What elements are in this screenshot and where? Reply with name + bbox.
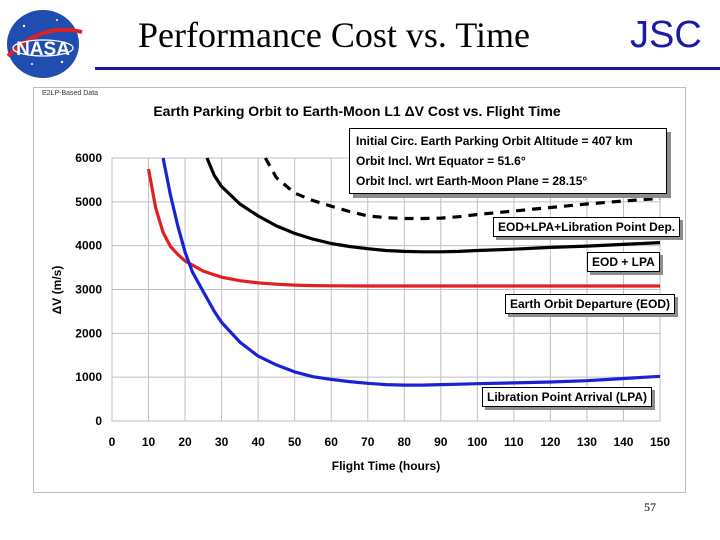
parameter-altitude: Initial Circ. Earth Parking Orbit Altitu… xyxy=(356,134,633,148)
x-axis-label: Flight Time (hours) xyxy=(332,459,440,473)
x-tick-label: 50 xyxy=(288,435,302,449)
y-tick-label: 0 xyxy=(95,414,102,428)
x-tick-label: 120 xyxy=(540,435,560,449)
x-tick-label: 110 xyxy=(504,435,524,449)
logo-text: NASA xyxy=(16,39,70,60)
x-tick-label: 80 xyxy=(398,435,412,449)
x-tick-label: 140 xyxy=(613,435,633,449)
y-axis-label: ΔV (m/s) xyxy=(50,266,64,315)
nasa-logo: NASA xyxy=(6,10,83,78)
title-rule xyxy=(95,67,720,70)
series-label-eod: Earth Orbit Departure (EOD) xyxy=(505,294,676,314)
x-tick-label: 20 xyxy=(178,435,192,449)
x-tick-label: 90 xyxy=(434,435,448,449)
series-line-eod xyxy=(146,168,660,288)
x-tick-label: 30 xyxy=(215,435,229,449)
series-label-eod-lpa-dep: EOD+LPA+Libration Point Dep. xyxy=(493,217,681,237)
x-tick-label: 100 xyxy=(467,435,487,449)
slide-title: Performance Cost vs. Time xyxy=(138,15,530,55)
logo-disc xyxy=(7,10,79,78)
x-tick-label: 0 xyxy=(109,435,116,449)
y-tick-label: 6000 xyxy=(75,151,102,165)
series-layer xyxy=(146,157,661,387)
y-tick-label: 2000 xyxy=(75,326,102,340)
series-label-lpa: Libration Point Arrival (LPA) xyxy=(482,387,653,407)
logo-vector xyxy=(6,27,83,58)
x-tick-label: 70 xyxy=(361,435,375,449)
y-tick-label: 3000 xyxy=(75,283,102,297)
series-line-eod-lpa xyxy=(205,157,661,254)
y-tick-label: 5000 xyxy=(75,195,102,209)
series-line-eod-lpa-dep xyxy=(264,157,661,221)
tick-layer: 0 1000 2000 3000 4000 5000 6000 0 10 20 30 40 50 60 70… xyxy=(75,151,670,449)
series-label-eod-lpa: EOD + LPA xyxy=(587,252,660,272)
x-tick-label: 130 xyxy=(577,435,597,449)
series-line-lpa xyxy=(161,157,661,387)
parameters-box: Initial Circ. Earth Parking Orbit Altitu… xyxy=(349,128,667,194)
x-tick-label: 40 xyxy=(251,435,265,449)
chart-title: Earth Parking Orbit to Earth-Moon L1 ΔV … xyxy=(153,103,560,119)
y-tick-label: 1000 xyxy=(75,370,102,384)
x-tick-label: 60 xyxy=(325,435,339,449)
parameter-inclination-equator: Orbit Incl. Wrt Equator = 51.6° xyxy=(356,154,526,168)
page-number: 57 xyxy=(644,500,656,514)
y-tick-label: 4000 xyxy=(75,239,102,253)
org-label: JSC xyxy=(630,14,702,56)
x-tick-label: 150 xyxy=(650,435,670,449)
source-note: E2LP-Based Data xyxy=(42,90,99,97)
parameter-inclination-earth-moon: Orbit Incl. wrt Earth-Moon Plane = 28.15… xyxy=(356,174,588,188)
x-tick-label: 10 xyxy=(142,435,156,449)
